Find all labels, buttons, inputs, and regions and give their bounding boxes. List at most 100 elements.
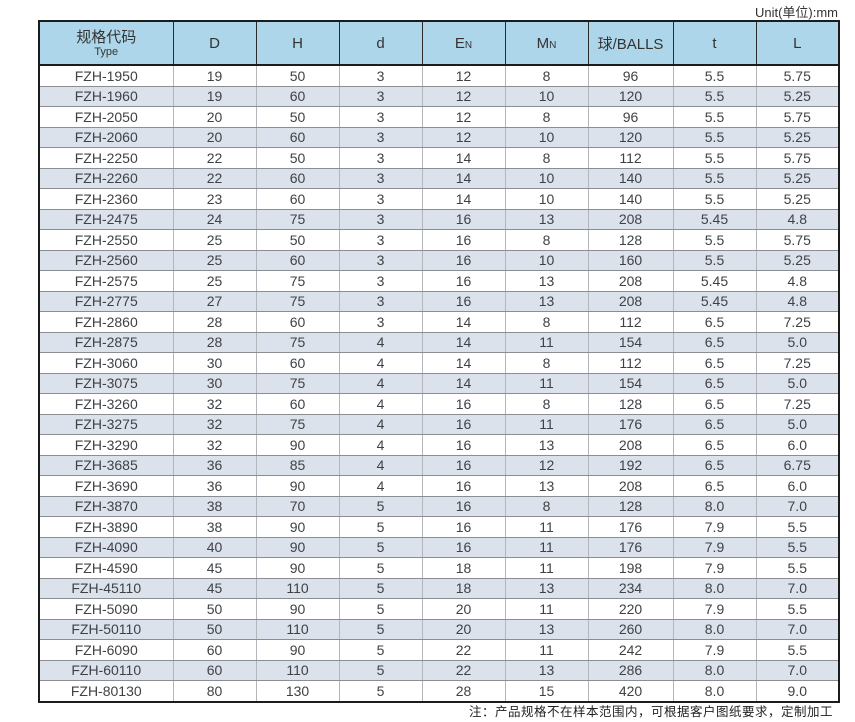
cell-balls: 112	[587, 147, 674, 169]
cell-balls: 208	[587, 475, 674, 497]
cell-t: 5.45	[672, 270, 757, 292]
col-header-EN: EN	[421, 20, 506, 66]
cell-d: 5	[338, 577, 423, 599]
cell-d: 3	[338, 188, 423, 210]
cell-d: 3	[338, 311, 423, 333]
cell-t: 7.9	[672, 598, 757, 620]
cell-type: FZH-3890	[38, 516, 174, 538]
cell-D: 36	[172, 475, 257, 497]
cell-EN: 12	[421, 64, 506, 87]
cell-MN: 11	[504, 331, 589, 353]
cell-type: FZH-5090	[38, 598, 174, 620]
cell-d: 3	[338, 290, 423, 312]
cell-D: 45	[172, 577, 257, 599]
col-header-type-en: Type	[94, 45, 119, 58]
table-row: FZH-2250 22 50 3 14 8 112 5.5 5.75	[38, 147, 840, 169]
cell-EN: 18	[421, 557, 506, 579]
cell-EN: 16	[421, 270, 506, 292]
cell-L: 7.0	[755, 618, 840, 640]
cell-MN: 13	[504, 659, 589, 681]
cell-H: 110	[255, 659, 340, 681]
cell-MN: 10	[504, 188, 589, 210]
cell-D: 38	[172, 516, 257, 538]
cell-type: FZH-4090	[38, 536, 174, 558]
cell-H: 75	[255, 331, 340, 353]
cell-t: 8.0	[672, 495, 757, 517]
table-row: FZH-3275 32 75 4 16 11 176 6.5 5.0	[38, 413, 840, 435]
cell-balls: 96	[587, 106, 674, 128]
table-row: FZH-3075 30 75 4 14 11 154 6.5 5.0	[38, 372, 840, 394]
cell-MN: 11	[504, 557, 589, 579]
cell-H: 60	[255, 249, 340, 271]
cell-D: 32	[172, 393, 257, 415]
table-row: FZH-3060 30 60 4 14 8 112 6.5 7.25	[38, 352, 840, 374]
spec-table: 规格代码 Type D H d EN MN 球/BALLS t L FZH-19…	[38, 20, 840, 703]
cell-H: 75	[255, 208, 340, 230]
cell-MN: 13	[504, 434, 589, 456]
cell-EN: 28	[421, 680, 506, 702]
col-header-type-cn: 规格代码	[76, 28, 137, 46]
cell-EN: 14	[421, 147, 506, 169]
cell-MN: 13	[504, 618, 589, 640]
cell-type: FZH-2050	[38, 106, 174, 128]
cell-EN: 16	[421, 249, 506, 271]
cell-t: 5.5	[672, 249, 757, 271]
cell-L: 5.5	[755, 598, 840, 620]
cell-t: 6.5	[672, 454, 757, 476]
cell-type: FZH-4590	[38, 557, 174, 579]
cell-D: 25	[172, 249, 257, 271]
cell-L: 7.25	[755, 311, 840, 333]
cell-EN: 14	[421, 331, 506, 353]
cell-D: 40	[172, 536, 257, 558]
cell-D: 24	[172, 208, 257, 230]
cell-t: 5.45	[672, 290, 757, 312]
col-header-type: 规格代码 Type	[38, 20, 174, 66]
cell-d: 3	[338, 270, 423, 292]
cell-type: FZH-3075	[38, 372, 174, 394]
cell-d: 3	[338, 147, 423, 169]
cell-D: 36	[172, 454, 257, 476]
cell-H: 60	[255, 188, 340, 210]
cell-MN: 13	[504, 208, 589, 230]
cell-H: 50	[255, 147, 340, 169]
cell-type: FZH-2250	[38, 147, 174, 169]
cell-L: 5.75	[755, 64, 840, 87]
cell-type: FZH-2775	[38, 290, 174, 312]
cell-t: 6.5	[672, 311, 757, 333]
cell-type: FZH-2475	[38, 208, 174, 230]
cell-D: 30	[172, 372, 257, 394]
cell-MN: 11	[504, 516, 589, 538]
cell-t: 8.0	[672, 680, 757, 702]
cell-d: 5	[338, 659, 423, 681]
cell-EN: 14	[421, 188, 506, 210]
cell-balls: 242	[587, 639, 674, 661]
table-row: FZH-2575 25 75 3 16 13 208 5.45 4.8	[38, 270, 840, 292]
table-row: FZH-2260 22 60 3 14 10 140 5.5 5.25	[38, 167, 840, 189]
cell-type: FZH-2550	[38, 229, 174, 251]
cell-t: 8.0	[672, 618, 757, 640]
cell-L: 4.8	[755, 208, 840, 230]
cell-balls: 112	[587, 352, 674, 374]
cell-L: 6.75	[755, 454, 840, 476]
cell-balls: 140	[587, 167, 674, 189]
cell-d: 4	[338, 434, 423, 456]
table-row: FZH-4590 45 90 5 18 11 198 7.9 5.5	[38, 557, 840, 579]
cell-t: 6.5	[672, 434, 757, 456]
cell-type: FZH-80130	[38, 680, 174, 702]
table-row: FZH-50110 50 110 5 20 13 260 8.0 7.0	[38, 618, 840, 640]
table-row: FZH-3260 32 60 4 16 8 128 6.5 7.25	[38, 393, 840, 415]
cell-D: 25	[172, 229, 257, 251]
col-header-H: H	[255, 20, 340, 66]
cell-t: 5.5	[672, 147, 757, 169]
cell-MN: 13	[504, 577, 589, 599]
cell-balls: 420	[587, 680, 674, 702]
cell-H: 50	[255, 229, 340, 251]
cell-d: 3	[338, 167, 423, 189]
table-body: FZH-1950 19 50 3 12 8 96 5.5 5.75 FZH-1960 19 60 3 12…	[38, 64, 840, 702]
cell-EN: 14	[421, 372, 506, 394]
cell-L: 9.0	[755, 680, 840, 702]
cell-EN: 12	[421, 85, 506, 107]
cell-L: 5.0	[755, 413, 840, 435]
cell-type: FZH-3690	[38, 475, 174, 497]
